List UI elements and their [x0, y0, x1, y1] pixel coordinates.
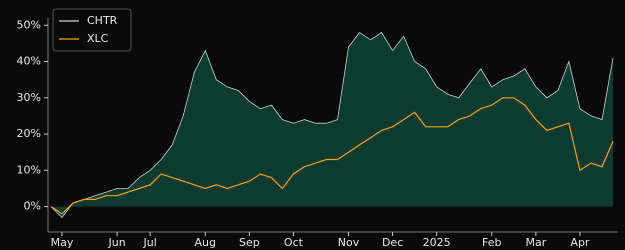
x-tick-label: Nov: [338, 236, 360, 249]
x-tick-label: Apr: [570, 236, 590, 249]
x-tick-label: Dec: [382, 236, 403, 249]
x-tick-label: Feb: [482, 236, 501, 249]
x-tick-label: May: [51, 236, 74, 249]
legend-label: CHTR: [87, 14, 118, 27]
y-tick-label: 20%: [17, 127, 41, 140]
x-tick-label: Jun: [108, 236, 126, 249]
line: [50, 31, 614, 219]
y-tick-label: 30%: [17, 91, 41, 104]
legend-box: [52, 8, 132, 52]
x-tick-label: Jul: [143, 236, 157, 249]
y-tick-label: 0%: [24, 200, 41, 213]
x-tick-label: Mar: [525, 236, 546, 249]
x-tick-label: Sep: [239, 236, 260, 249]
y-tick-label: 10%: [17, 163, 41, 176]
x-tick-label: Oct: [284, 236, 304, 249]
area: [51, 32, 613, 218]
y-tick-label: 50%: [17, 18, 41, 31]
y-tick-label: 40%: [17, 55, 41, 68]
x-tick-label: Aug: [195, 236, 216, 249]
legend-label: XLC: [87, 32, 109, 45]
line: [50, 97, 614, 215]
x-tick-label: 2025: [423, 236, 451, 249]
